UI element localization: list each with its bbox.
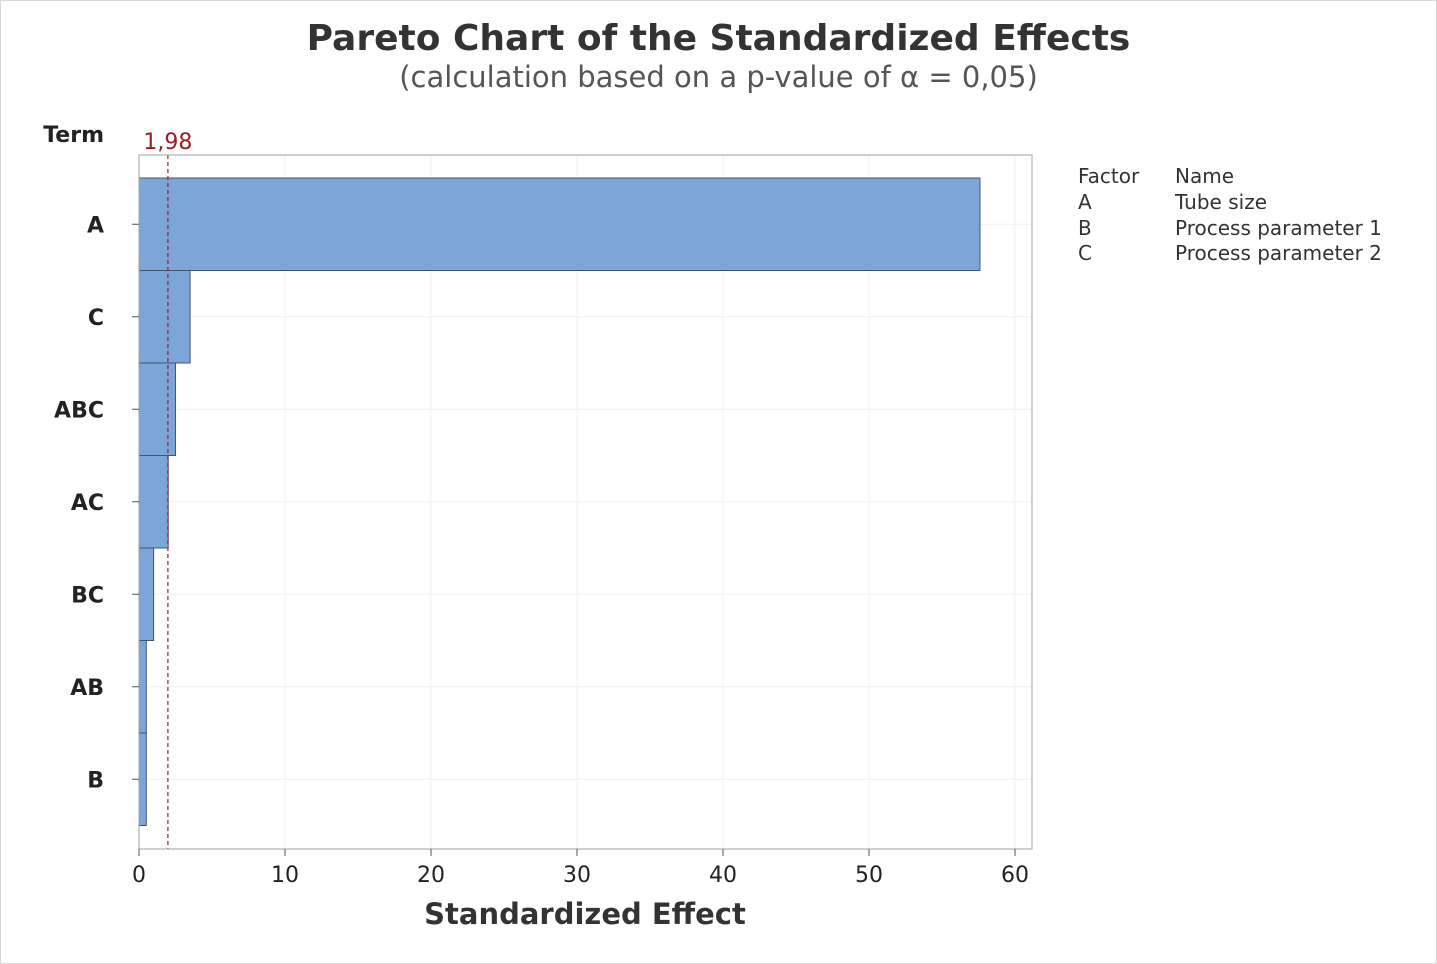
x-tick-label: 20 xyxy=(417,863,445,888)
legend-name-b: Process parameter 1 xyxy=(1175,216,1382,240)
bar-b xyxy=(138,732,147,826)
x-axis-title: Standardized Effect xyxy=(424,897,746,931)
legend-factor-c: C xyxy=(1078,241,1092,265)
legend-name-c: Process parameter 2 xyxy=(1175,241,1382,265)
legend-name-a: Tube size xyxy=(1174,190,1267,214)
x-tick-label: 60 xyxy=(1001,863,1029,888)
x-tick-label: 0 xyxy=(132,863,146,888)
category-label: AC xyxy=(71,491,104,516)
legend-factor-a: A xyxy=(1078,190,1092,214)
category-label: BC xyxy=(71,583,104,608)
bars-layer xyxy=(138,177,981,826)
chart-title: Pareto Chart of the Standardized Effects xyxy=(306,18,1131,59)
legend-header-name: Name xyxy=(1175,164,1234,188)
x-tick-label: 40 xyxy=(709,863,737,888)
bar-c xyxy=(138,270,191,364)
legend-header-factor: Factor xyxy=(1078,164,1140,188)
reference-layer: 1,98 xyxy=(143,130,192,849)
bar-ac xyxy=(138,455,169,549)
bar-bc xyxy=(138,547,155,641)
bar-a xyxy=(138,177,981,271)
bar-abc xyxy=(138,362,176,456)
legend-factor-b: B xyxy=(1078,216,1092,240)
category-label: AB xyxy=(70,676,104,701)
category-label: A xyxy=(87,213,104,238)
x-tick-label: 30 xyxy=(563,863,591,888)
reference-line-label: 1,98 xyxy=(143,130,192,155)
category-label: B xyxy=(87,768,104,793)
y-axis-title: Term xyxy=(43,123,104,148)
factor-legend: Factor Name A Tube size B Process parame… xyxy=(1078,164,1382,265)
category-label: ABC xyxy=(54,398,104,423)
chart-subtitle: (calculation based on a p-value of α = 0… xyxy=(399,60,1038,94)
bar-ab xyxy=(138,640,147,734)
x-tick-label: 10 xyxy=(271,863,299,888)
category-label: C xyxy=(88,306,104,331)
x-tick-label: 50 xyxy=(855,863,883,888)
